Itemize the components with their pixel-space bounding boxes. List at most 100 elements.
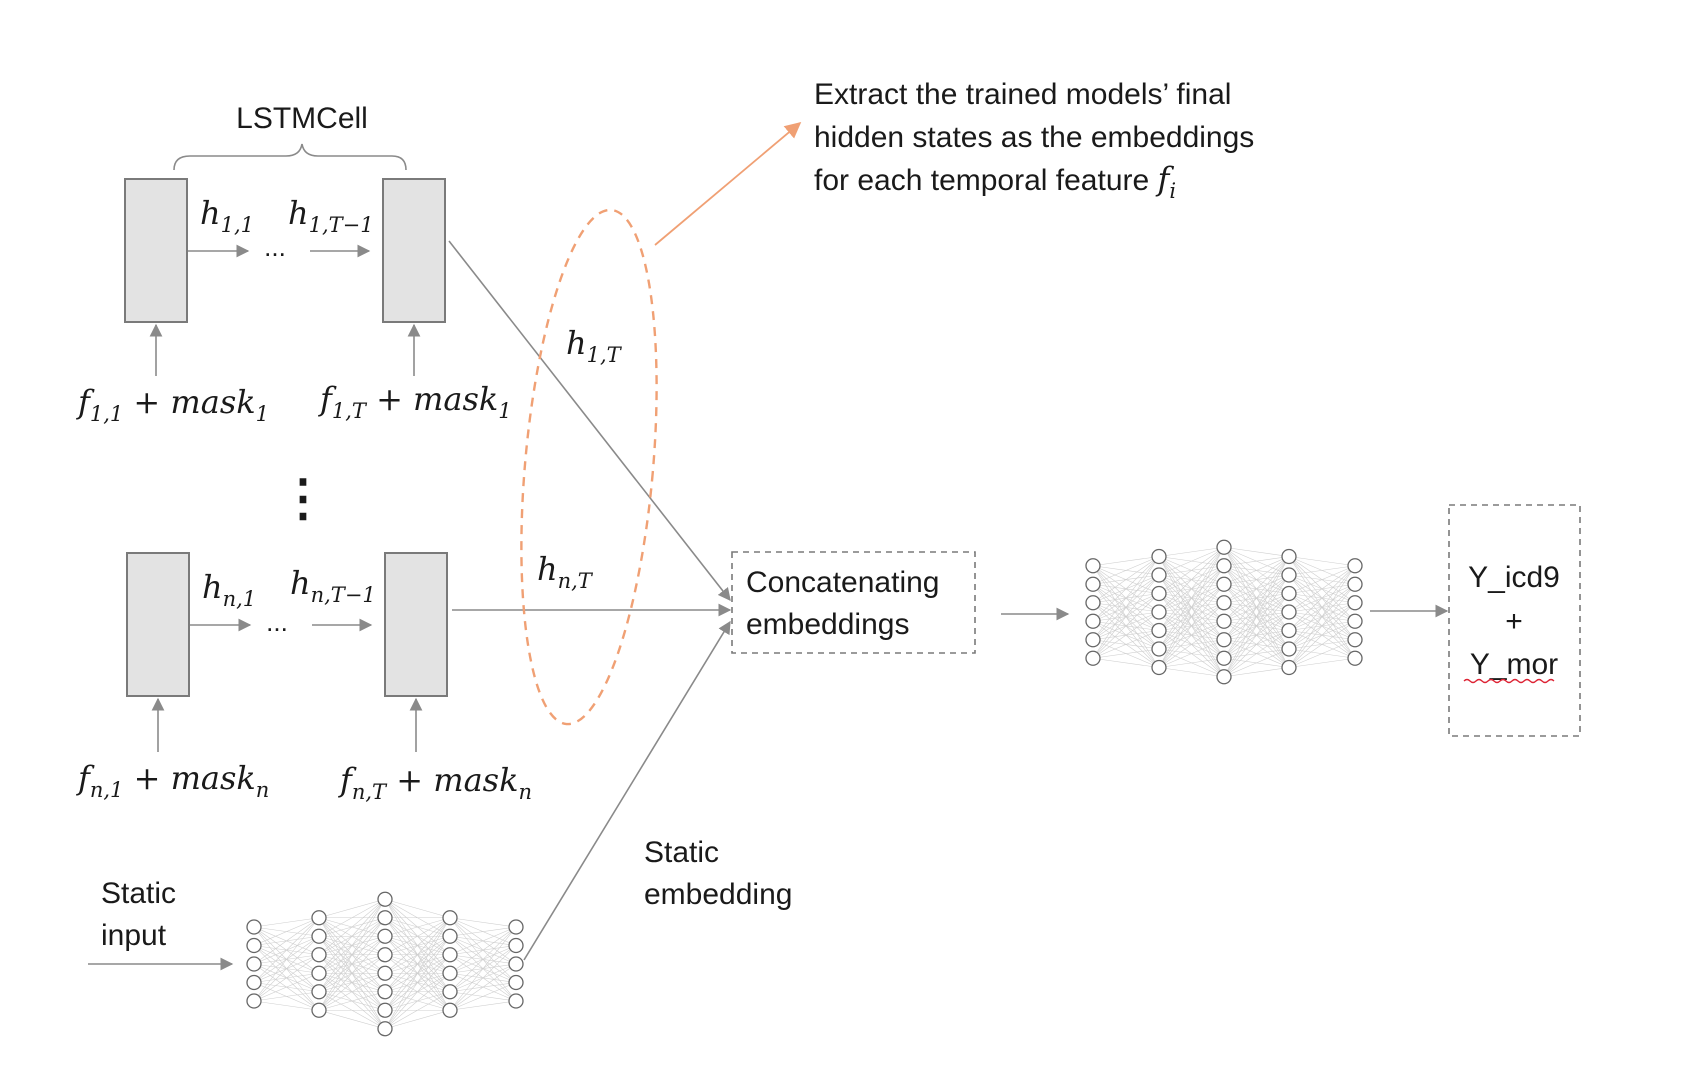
ellipsis-n: ... — [266, 607, 288, 637]
main-network-connection — [1288, 565, 1356, 613]
main-network-node — [1347, 576, 1363, 592]
main-network-connection — [1288, 565, 1356, 576]
main-network-node — [1216, 576, 1232, 592]
static-network-connection — [384, 917, 451, 1011]
main-network-node — [1216, 595, 1232, 611]
main-network-connection — [1158, 667, 1225, 678]
main-network-connection — [1092, 556, 1160, 603]
main-network-connection — [1223, 611, 1290, 677]
static-network-connection — [318, 917, 386, 1011]
input-label-n-first: fn,1 + maskn — [76, 759, 269, 802]
h-n-1: hn,1 — [202, 568, 256, 611]
main-network-connection — [1158, 602, 1225, 668]
main-network — [1085, 539, 1363, 685]
main-network-node — [1216, 539, 1232, 555]
lstm-cell-n-first — [126, 552, 190, 697]
static-network-connection — [449, 1000, 517, 1011]
static-network-connection — [384, 917, 451, 956]
lstm-cell-label: LSTMCell — [236, 102, 368, 135]
h-1-T: h1,T — [566, 324, 623, 367]
static-network-node — [377, 928, 393, 944]
static-network-connection — [253, 917, 320, 983]
static-network-node — [442, 928, 458, 944]
static-network-node — [377, 1021, 393, 1037]
callout-line-1: Extract the trained models’ final — [814, 78, 1231, 111]
main-network-connection — [1288, 639, 1356, 668]
main-network-node — [1347, 613, 1363, 629]
static-network-node — [508, 993, 524, 1009]
main-network-node — [1085, 613, 1101, 629]
main-network-connection — [1223, 556, 1290, 677]
main-network-node — [1281, 641, 1297, 657]
static-network-connection — [253, 991, 320, 1002]
main-network-connection — [1288, 657, 1356, 668]
main-network-node — [1151, 641, 1167, 657]
callout-line-2: hidden states as the embeddings — [814, 121, 1254, 154]
static-network-connection — [449, 926, 517, 974]
static-network-node — [377, 1002, 393, 1018]
main-network-node — [1085, 650, 1101, 666]
static-network-node — [311, 965, 327, 981]
static-embedding-label-1: Static — [644, 836, 719, 869]
static-network-connection — [253, 936, 320, 1002]
main-network-connection — [1092, 556, 1160, 640]
static-network-node — [442, 947, 458, 963]
main-network-connection — [1158, 546, 1225, 576]
static-embedding-label-2: embedding — [644, 878, 792, 911]
static-network-connection — [253, 1000, 320, 1011]
main-network-connection — [1288, 565, 1356, 668]
main-network-connection — [1158, 547, 1225, 594]
static-network-connection — [318, 899, 386, 955]
static-network-connection — [449, 926, 517, 1011]
main-network-node — [1151, 567, 1167, 583]
static-network-node — [246, 993, 262, 1009]
static-input-label-1: Static — [101, 877, 176, 910]
h-n-T-1: hn,T−1 — [290, 564, 376, 607]
main-network-connection — [1092, 648, 1160, 659]
main-network-node — [1151, 604, 1167, 620]
main-network-connection — [1158, 547, 1225, 613]
main-network-connection — [1223, 556, 1290, 622]
main-network-connection — [1288, 602, 1356, 668]
static-network-node — [508, 956, 524, 972]
static-network-connection — [318, 898, 386, 937]
main-network-node — [1085, 576, 1101, 592]
main-network-connection — [1288, 584, 1356, 668]
static-network-node — [311, 910, 327, 926]
main-network-connection — [1092, 657, 1160, 668]
static-network-connection — [449, 926, 517, 956]
main-network-node — [1281, 622, 1297, 639]
lstm-brace — [173, 143, 407, 171]
static-network-connection — [449, 945, 517, 1011]
static-network-node — [246, 956, 262, 972]
static-network-connection — [384, 973, 451, 1029]
main-network-connection — [1158, 547, 1225, 668]
h-n-T: hn,T — [537, 550, 594, 593]
main-network-node — [1281, 659, 1297, 676]
static-network-node — [377, 891, 393, 907]
static-network-connection — [318, 899, 386, 992]
static-network-node — [311, 984, 327, 1000]
static-network-connection — [318, 991, 386, 1011]
static-network-connection — [318, 898, 386, 919]
static-network-node — [377, 984, 393, 1000]
static-network-connection — [318, 899, 386, 1011]
main-network-connection — [1223, 630, 1290, 677]
main-network-connection — [1223, 556, 1290, 640]
static-network-node — [442, 1002, 458, 1018]
static-network-connection — [253, 954, 320, 1002]
arrow-h1T-to-concat — [448, 240, 731, 602]
static-network-node — [442, 910, 458, 926]
output-label-icd9: Y_icd9 — [1468, 561, 1560, 594]
static-network-connection — [384, 917, 451, 974]
static-network-connection — [449, 963, 517, 1011]
main-network-node — [1216, 613, 1232, 629]
main-network-node — [1347, 632, 1363, 648]
static-network-node — [442, 984, 458, 1000]
lstm-row-1: ... h1,1 h1,T−1 f1,1 + mask1 f1,T + mask… — [76, 178, 512, 426]
callout-arrow — [654, 121, 802, 246]
main-network-node — [1151, 659, 1167, 676]
main-network-node — [1151, 548, 1167, 565]
static-network-connection — [318, 936, 386, 1011]
main-network-connection — [1092, 556, 1160, 567]
